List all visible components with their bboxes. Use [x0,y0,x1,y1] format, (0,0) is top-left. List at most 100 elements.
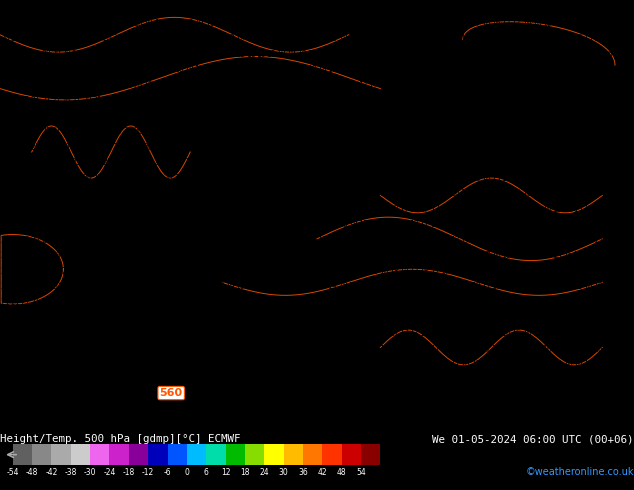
Text: 19: 19 [174,344,184,353]
Text: 17: 17 [491,329,501,338]
Text: 21: 21 [41,97,51,105]
Text: 15: 15 [522,3,531,12]
Text: 19: 19 [266,50,276,59]
Text: 16: 16 [522,375,531,385]
Text: 16: 16 [542,50,552,59]
Text: 21: 21 [21,422,30,431]
Text: 17: 17 [399,205,409,214]
Text: 21: 21 [31,375,41,385]
Text: 18: 18 [245,344,256,353]
Text: 19: 19 [174,267,184,276]
Text: 21: 21 [21,81,30,90]
Text: 19: 19 [133,314,143,322]
Text: 17: 17 [470,329,481,338]
Text: 17: 17 [399,97,409,105]
Text: 20: 20 [93,251,102,261]
Text: 17: 17 [501,19,511,28]
Text: 18: 18 [420,267,429,276]
Text: 20: 20 [93,3,102,12]
Text: 15: 15 [624,344,634,353]
Text: 15: 15 [491,205,501,214]
Text: 17: 17 [399,19,409,28]
Text: 36: 36 [298,468,308,477]
Text: 16: 16 [583,360,593,369]
Text: 20: 20 [123,344,133,353]
Text: 18: 18 [420,282,429,292]
Text: 18: 18 [389,3,399,12]
Text: 19: 19 [153,298,164,307]
Text: 18: 18 [358,220,368,229]
Text: 15: 15 [562,220,573,229]
Text: 21: 21 [11,3,20,12]
Text: 18: 18 [338,282,347,292]
Text: 19: 19 [143,65,153,74]
Text: 20: 20 [51,220,61,229]
Text: 16: 16 [512,81,521,90]
Text: 18: 18 [328,236,337,245]
Text: 54: 54 [356,468,366,477]
Text: 19: 19 [113,282,122,292]
Text: 17: 17 [430,97,439,105]
Text: 18: 18 [338,314,347,322]
Text: 17: 17 [378,50,389,59]
Text: 20: 20 [143,3,153,12]
Text: 17: 17 [450,422,460,431]
Text: 20: 20 [143,158,153,168]
Text: 20: 20 [82,81,92,90]
Text: 17: 17 [358,174,368,183]
Text: 20: 20 [153,190,164,198]
Text: 16: 16 [542,391,552,400]
Text: 21: 21 [0,360,10,369]
Text: 18: 18 [317,158,327,168]
Text: 17: 17 [378,112,389,121]
Text: 18: 18 [297,205,306,214]
Text: 16: 16 [522,282,531,292]
Text: 21: 21 [0,329,10,338]
Text: 21: 21 [31,391,41,400]
Text: 16: 16 [460,127,470,136]
Text: 16: 16 [593,81,603,90]
Text: 16: 16 [573,344,583,353]
Text: 19: 19 [103,314,112,322]
Text: 16: 16 [552,127,562,136]
Text: 18: 18 [368,344,378,353]
Text: 21: 21 [41,344,51,353]
Text: 16: 16 [522,50,531,59]
Text: 16: 16 [420,127,429,136]
Text: 16: 16 [522,220,531,229]
Text: 18: 18 [317,360,327,369]
Text: 16: 16 [512,143,521,152]
Text: 17: 17 [430,267,439,276]
Text: 16: 16 [470,174,481,183]
Text: 18: 18 [348,251,358,261]
Text: 20: 20 [133,81,143,90]
Text: 16: 16 [624,329,634,338]
Text: 19: 19 [143,314,153,322]
Text: 20: 20 [164,205,174,214]
Text: 17: 17 [410,127,419,136]
Text: 17: 17 [420,65,429,74]
Text: 16: 16 [501,267,511,276]
Text: 16: 16 [583,282,593,292]
Bar [283,444,303,465]
Text: 21: 21 [113,375,122,385]
Bar [90,444,110,465]
Text: 21: 21 [41,267,51,276]
Text: 20: 20 [93,391,102,400]
Text: 19: 19 [276,267,286,276]
Text: 21: 21 [0,314,10,322]
Text: 15: 15 [542,143,552,152]
Text: 16: 16 [440,127,450,136]
Text: 16: 16 [593,143,603,152]
Text: 20: 20 [133,360,143,369]
Text: 15: 15 [532,205,541,214]
Text: 17: 17 [378,65,389,74]
Text: 18: 18 [338,65,347,74]
Text: 21: 21 [41,190,51,198]
Text: 17: 17 [512,360,521,369]
Text: 18: 18 [338,329,347,338]
Text: 19: 19 [174,127,184,136]
Text: 19: 19 [195,236,204,245]
Text: 20: 20 [72,251,82,261]
Text: 21: 21 [11,81,20,90]
